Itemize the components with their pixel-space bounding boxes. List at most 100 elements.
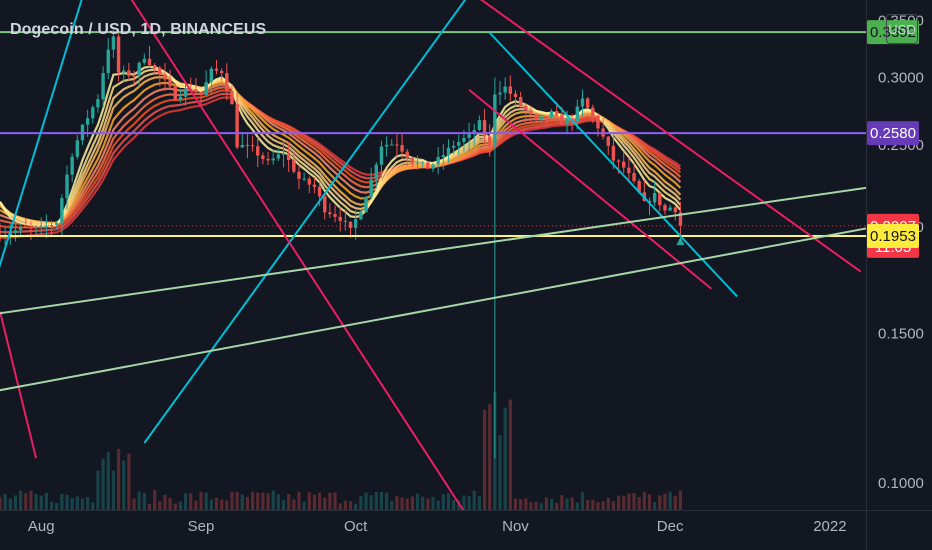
volume-bar [653,502,657,510]
candle-body [214,68,219,71]
volume-bar [586,500,590,510]
volume-bar [34,494,38,510]
trend-line [130,0,465,510]
candle-body [297,171,301,179]
volume-bar [338,503,342,510]
volume-bar [477,496,481,510]
trend-line [0,311,38,459]
volume-bar [441,494,445,510]
candle-body [240,145,244,148]
volume-bar [647,494,652,510]
volume-bar [591,499,595,510]
trend-line [0,227,866,392]
volume-bar [668,491,672,510]
volume-bar [524,498,528,510]
candle-body [415,162,420,164]
volume-bar [127,453,131,510]
chart-title: Dogecoin / USD, 1D, BINANCEUS [10,21,267,38]
candle-body [457,141,461,146]
volume-bar [292,499,296,510]
trend-line [479,0,862,273]
candles [0,28,683,459]
volume-bar [343,500,347,510]
candle-body [580,98,585,107]
candle-body [65,174,69,199]
candle-body [503,86,507,93]
volume-bar [555,502,559,510]
trend-line [143,0,467,444]
volume-bar [235,491,239,510]
volume-bar [596,502,600,510]
volume-bar [606,497,610,510]
trend-line [488,32,738,298]
candle-body [271,158,275,161]
volume-bar [390,501,394,510]
price-tag-label: 0.1953 [870,228,916,245]
volume-bar [611,501,616,510]
candle-body [369,179,373,198]
volume-bar [415,493,420,510]
volume-bar [637,497,641,510]
volume-bar [287,494,291,510]
volume-bar [168,498,172,510]
price-tag [867,121,919,146]
candle-body [137,62,141,77]
volume-bar [189,493,193,510]
volume-bar [209,499,213,510]
time-tick-label: Sep [188,518,215,535]
candle-body [585,98,590,108]
volume-bar [678,490,683,510]
candle-body [152,64,157,68]
price-tag-label: 0.3392 [870,24,916,41]
volume-bar [323,497,327,510]
candle-body [374,164,378,180]
volume-bar [163,495,167,510]
candle-body [96,99,100,108]
candle-body [596,115,600,129]
volume-bar [519,499,523,510]
volume-bar [75,496,79,510]
volume-bar [400,497,404,510]
candle-body [261,155,265,160]
volume-bar [116,448,121,510]
volume-bar [137,491,141,510]
volume-bar [488,404,492,510]
volume-bar [8,498,12,510]
volume-bar [60,493,64,510]
candle-body [575,106,580,122]
candle-body [482,120,487,137]
volume-bar [452,499,456,510]
volume-bar [426,498,430,510]
candle-body [462,137,466,142]
volume-bar [0,496,2,510]
volume-bar [570,497,574,510]
candle-body [292,160,296,172]
candle-body [622,161,626,168]
candle-body [348,221,353,228]
candle-body [34,227,38,229]
volume-bar [627,493,631,510]
candle-body [29,227,33,229]
volume-bar [379,491,384,510]
candle-body [508,86,513,94]
candle-body [549,111,554,118]
volume-bar [467,496,471,510]
candle-body [183,88,188,97]
candle-body [328,212,332,215]
currency-button[interactable]: USD [886,14,918,44]
candle-body [451,145,456,148]
volume-bar [101,458,105,510]
volume-bar [220,499,224,510]
volume-bar [183,493,188,510]
candle-body [493,94,497,147]
candle-body [410,157,415,164]
price-tag-label: 0.2580 [870,125,916,142]
candle-body [436,157,440,165]
candle-body [75,140,80,157]
volume-bar [395,496,399,510]
candle-body [101,73,105,100]
volume-bar [91,502,95,510]
candle-body [173,86,177,100]
candle-body [163,74,167,80]
